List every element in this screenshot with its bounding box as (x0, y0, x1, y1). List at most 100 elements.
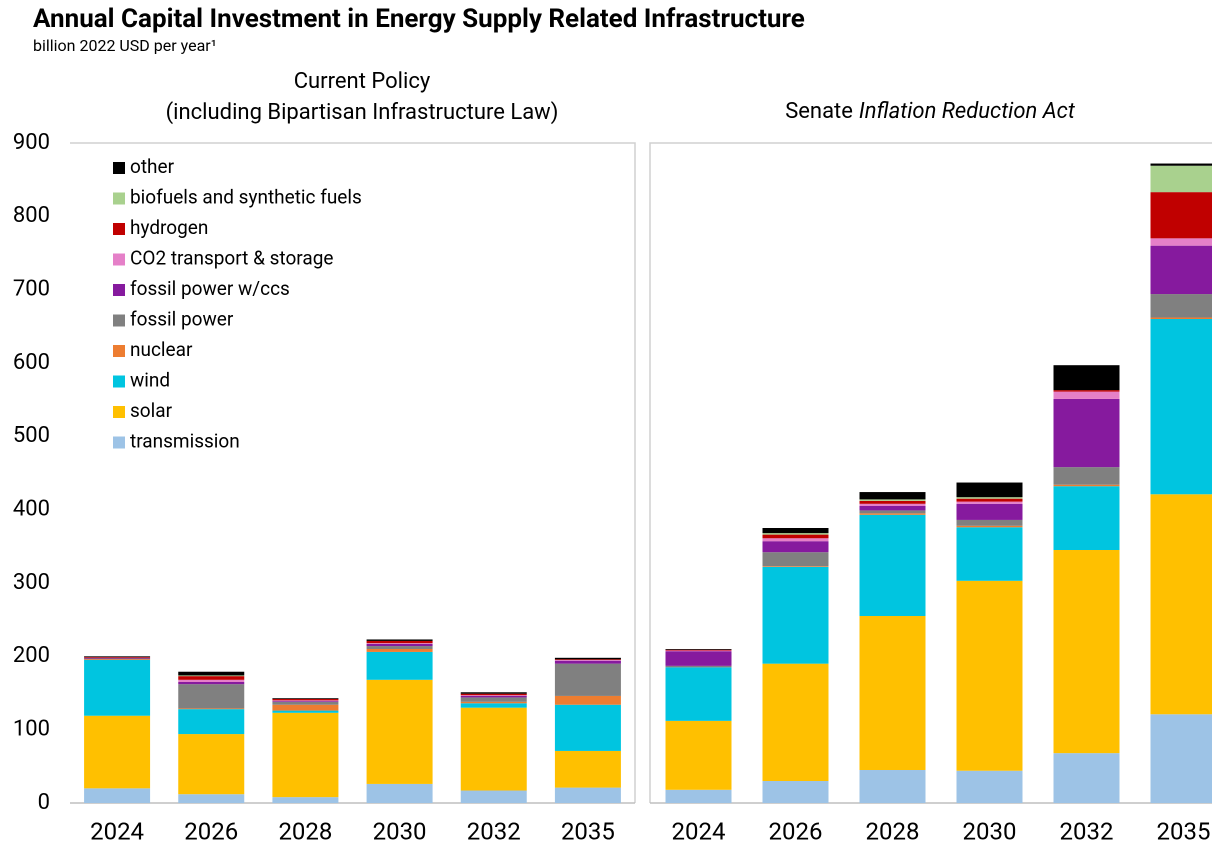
legend-label: wind (130, 369, 170, 392)
y-tick-label: 200 (13, 643, 50, 668)
legend-label: biofuels and synthetic fuels (130, 186, 362, 209)
bar-segment (84, 788, 151, 803)
legend-swatch (113, 345, 125, 357)
legend-swatch (113, 436, 125, 449)
legend-swatch (113, 253, 125, 266)
x-tick-label: 2030 (373, 817, 427, 845)
bar-segment (178, 734, 245, 795)
legend-label: transmission (130, 430, 240, 453)
bar-segment (366, 640, 433, 644)
bar-segment (956, 503, 1023, 520)
bar-segment (956, 527, 1023, 581)
y-tick-label: 500 (13, 423, 50, 448)
bar-segment (859, 514, 926, 616)
bar-segment (762, 566, 829, 567)
chart-subtitle: billion 2022 USD per year¹ (33, 36, 217, 55)
bar-segment (1150, 494, 1212, 715)
bar-segment (84, 657, 151, 658)
bar-segment (366, 679, 433, 784)
bar-segment (178, 671, 245, 676)
bar-segment (272, 700, 339, 702)
bar-segment (178, 684, 245, 709)
bar-segment (84, 656, 151, 658)
panel-title-part: Senate (785, 99, 853, 124)
bar-segment (956, 519, 1023, 526)
bar-segment (84, 660, 151, 716)
bar-segment (84, 658, 151, 660)
bar-segment (272, 701, 339, 705)
bar-segment (859, 503, 926, 506)
y-tick-label: 0 (38, 790, 50, 815)
bar-segment (665, 720, 732, 790)
x-tick-label: 2026 (769, 817, 823, 845)
y-tick-label: 700 (13, 276, 50, 301)
bar-segment (460, 697, 527, 702)
bar-segment (859, 513, 926, 515)
bar-segment (762, 552, 829, 567)
bar-segment (1053, 753, 1120, 803)
bar-segment (859, 510, 926, 514)
bar-segment (1150, 165, 1212, 193)
bar-segment (554, 660, 621, 664)
bar-segment (1150, 319, 1212, 495)
bar-segment (665, 789, 732, 803)
bar-segment (366, 783, 433, 803)
panel-title: Current Policy (294, 69, 431, 94)
legend-swatch (113, 223, 125, 235)
y-tick-label: 100 (13, 716, 50, 741)
y-tick-label: 300 (13, 570, 50, 595)
bar-segment (1150, 317, 1212, 319)
legend-label: other (130, 155, 175, 178)
bar-segment (178, 794, 245, 803)
bar-segment (554, 660, 621, 661)
x-tick-label: 2026 (184, 817, 238, 845)
y-tick-label: 600 (13, 350, 50, 375)
legend-swatch (113, 406, 125, 418)
legend-swatch (113, 314, 125, 327)
bar-segment (554, 663, 621, 696)
bar-segment (1053, 391, 1120, 399)
bar-segment (1150, 714, 1212, 803)
x-tick-label: 2032 (467, 817, 521, 845)
bar-segment (956, 497, 1023, 499)
bar-segment (956, 525, 1023, 528)
bar-segment (178, 675, 245, 677)
bar-segment (665, 665, 732, 668)
x-tick-label: 2035 (561, 817, 615, 845)
bar-segment (1053, 365, 1120, 391)
bar-segment (762, 566, 829, 664)
x-tick-label: 2035 (1157, 817, 1211, 845)
bar-segment (1150, 163, 1212, 166)
bar-segment (762, 534, 829, 539)
bar-segment (665, 650, 732, 652)
bar-segment (956, 498, 1023, 502)
bar-segment (554, 750, 621, 788)
bar-segment (366, 639, 433, 641)
bar-segment (956, 482, 1023, 498)
bar-segment (178, 682, 245, 685)
x-tick-label: 2024 (90, 817, 144, 845)
bar-segment (859, 506, 926, 511)
legend-swatch (113, 375, 125, 388)
bar-segment (1150, 294, 1212, 318)
bar-segment (554, 695, 621, 705)
legend-swatch (113, 162, 125, 174)
x-tick-label: 2032 (1060, 817, 1114, 845)
bar-segment (762, 533, 829, 535)
panel-title: (including Bipartisan Infrastructure Law… (166, 100, 559, 125)
bar-segment (272, 710, 339, 713)
bar-segment (272, 797, 339, 803)
bar-segment (859, 492, 926, 500)
bar-segment (366, 643, 433, 647)
bar-segment (859, 616, 926, 770)
bar-segment (272, 698, 339, 699)
bar-segment (1150, 238, 1212, 246)
panel-title-part: Inflation Reduction Act (859, 99, 1076, 124)
bar-segment (665, 651, 732, 666)
bar-segment (554, 704, 621, 751)
bar-segment (84, 657, 151, 659)
x-tick-label: 2024 (672, 817, 726, 845)
legend-label: CO2 transport & storage (130, 247, 333, 270)
bar-segment (956, 501, 1023, 504)
bar-segment (554, 787, 621, 803)
